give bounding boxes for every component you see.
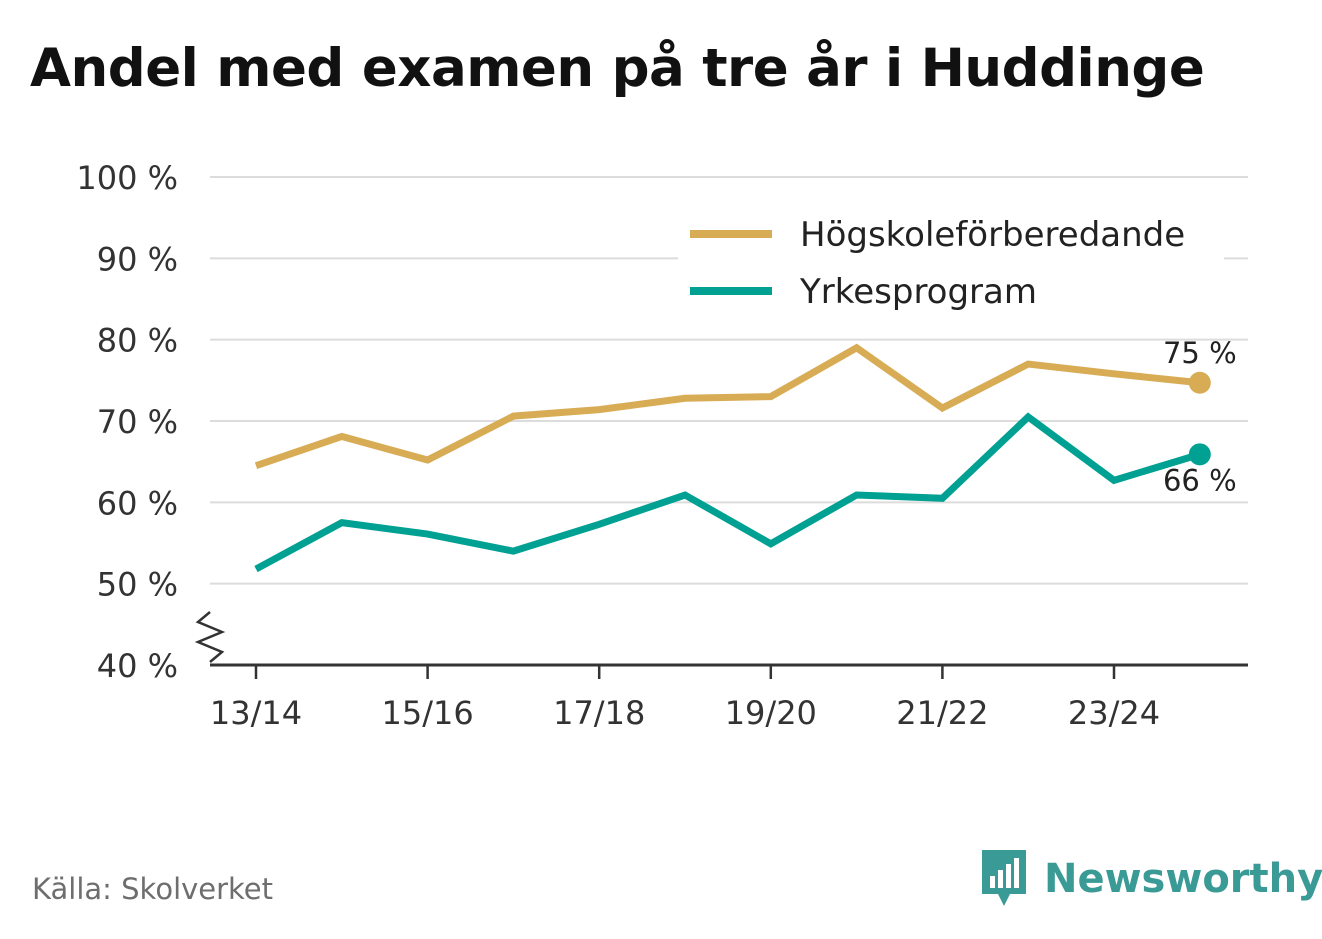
axis-break-icon bbox=[194, 611, 226, 663]
data-series: 75 % 66 % bbox=[254, 336, 1237, 573]
y-tick-label: 40 % bbox=[97, 647, 178, 685]
legend: Högskoleförberedande Yrkesprogram bbox=[678, 208, 1224, 320]
series-line-yrkesprogram bbox=[254, 412, 1201, 573]
y-tick-label: 60 % bbox=[97, 484, 178, 522]
y-axis-ticks: 40 % 50 % 60 % 70 % 80 % 90 % 100 % bbox=[76, 159, 178, 685]
x-tick-label: 21/22 bbox=[896, 694, 988, 732]
legend-label-yrkesprogram: Yrkesprogram bbox=[799, 272, 1037, 312]
legend-label-hogskoleforberedande: Högskoleförberedande bbox=[800, 215, 1185, 255]
brand-name: Newsworthy bbox=[1044, 856, 1322, 902]
series-end-label: 66 % bbox=[1163, 463, 1237, 497]
chart-title: Andel med examen på tre år i Huddinge bbox=[30, 38, 1205, 99]
x-tick-label: 19/20 bbox=[725, 694, 817, 732]
y-tick-label: 100 % bbox=[76, 159, 178, 197]
series-line-hogskoleforberedande bbox=[254, 343, 1201, 470]
x-tick-label: 23/24 bbox=[1068, 694, 1160, 732]
x-tick-label: 17/18 bbox=[553, 694, 645, 732]
x-tick-label: 13/14 bbox=[210, 694, 302, 732]
series-end-point bbox=[1188, 371, 1211, 394]
y-tick-label: 80 % bbox=[97, 322, 178, 360]
x-axis: 13/14 15/16 17/18 19/20 21/22 23/24 bbox=[194, 611, 1248, 732]
brand-logo: Newsworthy bbox=[978, 848, 1322, 910]
series-end-point bbox=[1188, 443, 1211, 466]
y-tick-label: 70 % bbox=[97, 403, 178, 441]
legend-background bbox=[678, 208, 1224, 320]
y-tick-label: 90 % bbox=[97, 240, 178, 278]
newsworthy-logo-icon bbox=[982, 850, 1026, 906]
y-tick-label: 50 % bbox=[97, 566, 178, 604]
grid-lines bbox=[210, 176, 1248, 585]
series-end-label: 75 % bbox=[1163, 336, 1237, 370]
source-note: Källa: Skolverket bbox=[32, 872, 274, 906]
x-tick-label: 15/16 bbox=[381, 694, 473, 732]
